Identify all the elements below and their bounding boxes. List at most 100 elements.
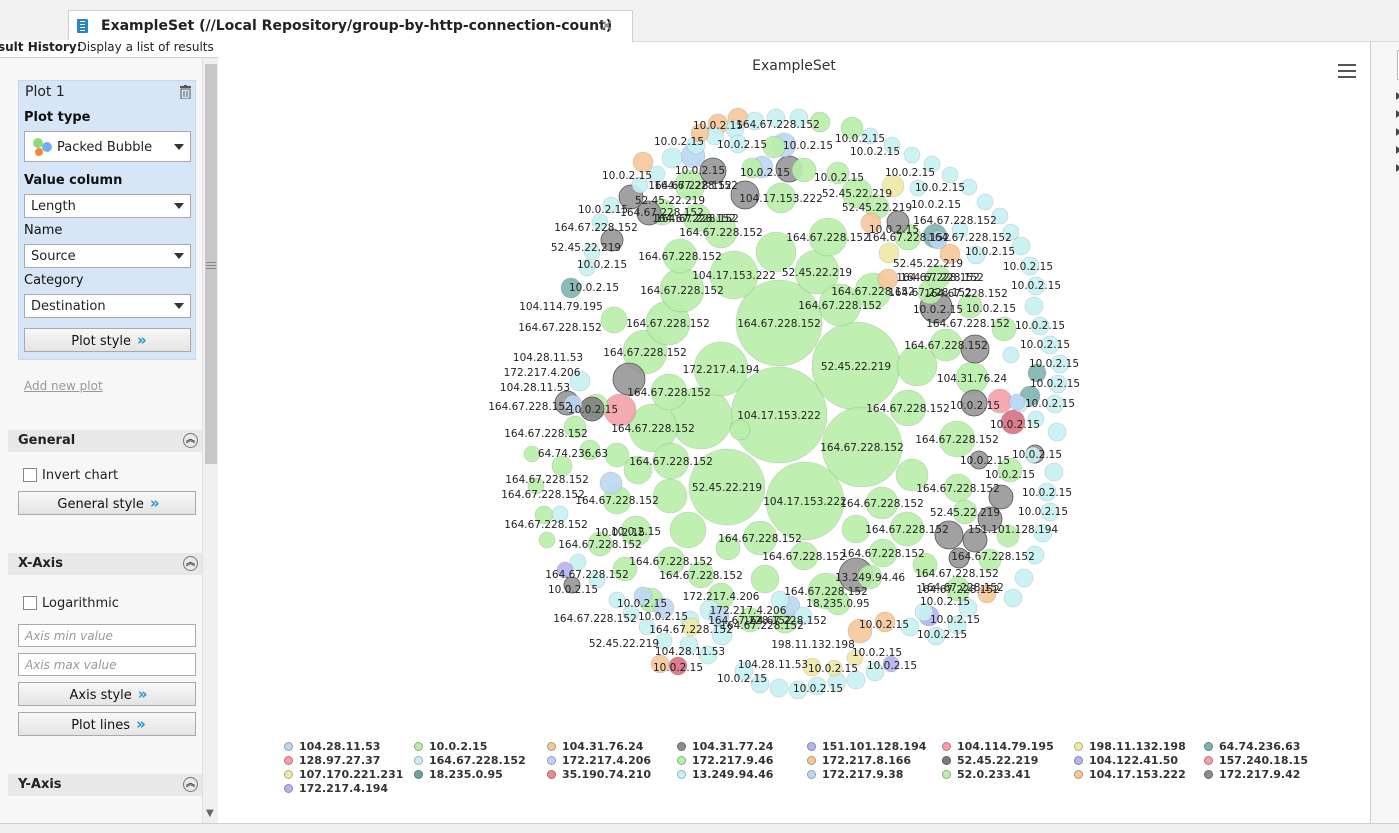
collapse-icon[interactable]: ︽ <box>183 777 198 792</box>
bubble[interactable] <box>527 477 545 495</box>
bubble[interactable] <box>579 439 601 461</box>
bubble[interactable] <box>1033 523 1053 543</box>
logarithmic-checkbox[interactable] <box>23 596 37 610</box>
chevron-down-icon[interactable]: ▼ <box>206 808 214 819</box>
axis-max-input[interactable]: Axis max value <box>18 653 196 676</box>
bubble[interactable] <box>1008 393 1026 411</box>
bubble[interactable] <box>977 506 1003 532</box>
bubble[interactable] <box>857 564 883 590</box>
bubble[interactable] <box>1020 256 1040 276</box>
bubble[interactable] <box>638 618 656 636</box>
bubble[interactable] <box>687 561 715 589</box>
bubble[interactable] <box>948 547 970 569</box>
bubble[interactable] <box>708 605 730 627</box>
bubble[interactable] <box>1002 223 1020 241</box>
bubble[interactable] <box>969 450 989 470</box>
legend-item[interactable]: 104.122.41.50 <box>1074 754 1178 767</box>
bubble[interactable] <box>846 649 864 667</box>
bubble[interactable] <box>966 245 986 265</box>
bubble[interactable] <box>600 306 628 334</box>
bubble[interactable] <box>1024 296 1044 316</box>
bubble[interactable] <box>636 200 662 226</box>
bubble[interactable] <box>1024 446 1042 464</box>
legend-item[interactable]: 104.17.153.222 <box>1074 768 1186 781</box>
bubble[interactable] <box>826 161 850 185</box>
bubble[interactable] <box>762 135 786 159</box>
bubble[interactable] <box>883 136 901 154</box>
value-column-select[interactable]: Length <box>24 194 191 218</box>
legend-item[interactable]: 52.45.22.219 <box>942 754 1038 767</box>
bubble[interactable] <box>698 645 718 665</box>
legend-item[interactable]: 52.0.233.41 <box>942 768 1031 781</box>
bubble[interactable] <box>900 617 920 637</box>
legend-item[interactable]: 104.31.76.24 <box>547 740 643 753</box>
legend-item[interactable]: 172.217.8.166 <box>807 754 911 767</box>
bubble[interactable] <box>770 590 790 610</box>
expand-arrow-icon[interactable] <box>1396 128 1399 136</box>
legend-item[interactable]: 104.28.11.53 <box>284 740 380 753</box>
bubble[interactable] <box>809 111 831 133</box>
bubble[interactable] <box>563 415 587 439</box>
bubble[interactable] <box>977 584 997 604</box>
bubble[interactable] <box>715 535 741 561</box>
bubble[interactable] <box>947 615 967 635</box>
bubble[interactable] <box>960 389 988 417</box>
axis-style-button[interactable]: Axis style » <box>18 682 196 706</box>
bubble[interactable] <box>656 546 686 576</box>
legend-item[interactable]: 35.190.74.210 <box>547 768 651 781</box>
bubble[interactable] <box>681 617 701 637</box>
bubble[interactable] <box>960 178 978 196</box>
bubble[interactable] <box>569 370 591 392</box>
bubble[interactable] <box>860 212 882 234</box>
bubble[interactable] <box>728 134 748 154</box>
bubble[interactable] <box>1030 316 1050 336</box>
bubble[interactable] <box>997 457 1023 483</box>
bubble[interactable] <box>882 655 900 673</box>
bubble[interactable] <box>941 166 959 184</box>
bubble[interactable] <box>976 193 994 211</box>
bubble[interactable] <box>745 111 765 131</box>
bubble[interactable] <box>818 283 862 327</box>
bubble[interactable] <box>652 442 690 480</box>
bubble[interactable] <box>587 531 613 557</box>
bubble[interactable] <box>1002 346 1020 364</box>
legend-item[interactable]: 104.114.79.195 <box>942 740 1054 753</box>
bubble[interactable] <box>821 406 903 488</box>
x-axis-section-header[interactable]: X-Axis ︽ <box>8 553 202 575</box>
bubble[interactable] <box>622 604 640 622</box>
legend-item[interactable]: 151.101.128.194 <box>807 740 926 753</box>
bubble[interactable] <box>662 238 698 274</box>
plot-style-button[interactable]: Plot style » <box>24 328 191 352</box>
bubble[interactable] <box>769 678 789 698</box>
plot-type-select[interactable]: Packed Bubble <box>24 131 191 162</box>
bubble[interactable] <box>825 659 843 677</box>
bubble[interactable] <box>1044 462 1064 482</box>
legend-item[interactable]: 172.217.9.38 <box>807 768 903 781</box>
bubble[interactable] <box>896 345 938 387</box>
collapse-icon[interactable]: ︽ <box>183 556 198 571</box>
bubble[interactable] <box>653 597 675 619</box>
bubble[interactable] <box>923 155 941 173</box>
bubble[interactable] <box>1048 374 1068 394</box>
bubble[interactable] <box>600 228 624 252</box>
bubble[interactable] <box>742 520 778 556</box>
bubble[interactable] <box>1050 354 1070 374</box>
bubble[interactable] <box>679 635 699 655</box>
bubble[interactable] <box>750 674 770 694</box>
bubble[interactable] <box>788 680 808 700</box>
expand-arrow-icon[interactable] <box>1396 92 1399 100</box>
bubble[interactable] <box>861 127 879 145</box>
bubble[interactable] <box>1045 394 1065 414</box>
bubble[interactable] <box>608 591 626 609</box>
bubble[interactable] <box>729 419 751 441</box>
bubble[interactable] <box>840 116 864 140</box>
name-select[interactable]: Source <box>24 244 191 268</box>
bubble[interactable] <box>938 420 976 458</box>
hamburger-menu-icon[interactable] <box>1338 64 1356 78</box>
bubble[interactable] <box>945 576 971 602</box>
bubble[interactable] <box>655 632 673 650</box>
y-axis-section-header[interactable]: Y-Axis ︽ <box>8 774 202 796</box>
bubble[interactable] <box>699 157 727 185</box>
bubble[interactable] <box>750 564 780 594</box>
close-icon[interactable]: × <box>598 15 614 36</box>
